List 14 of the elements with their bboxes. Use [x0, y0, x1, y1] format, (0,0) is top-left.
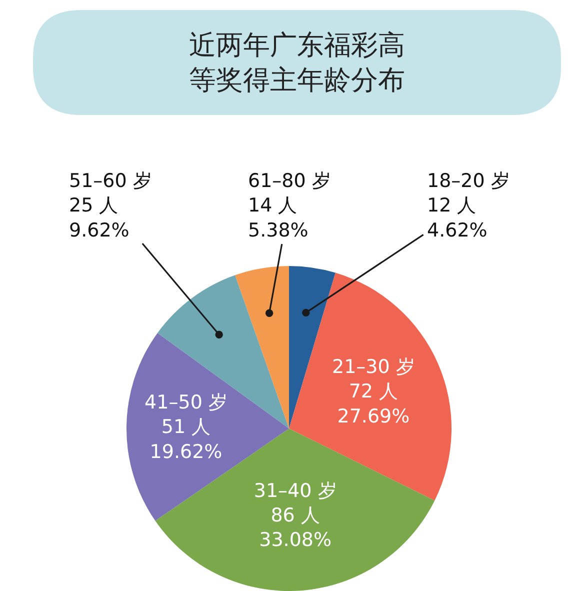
slice-label: 41–50 岁: [144, 392, 228, 414]
data-label: 86 人 33.08%: [259, 504, 332, 552]
data-label: 25 人 9.62%: [69, 194, 130, 242]
data-label: 72 人 27.69%: [337, 380, 410, 428]
slice-label: 51–60 岁: [69, 170, 152, 192]
pie-slice: [235, 266, 289, 428]
data-label: 51 人 19.62%: [150, 416, 222, 463]
slice-label: 21–30 岁: [332, 356, 415, 378]
slice-label: 31–40 岁: [254, 480, 337, 502]
slice-label: 18–20 岁: [427, 170, 510, 192]
chart-title: 近两年广东福彩高等奖得主年龄分布: [189, 30, 405, 96]
slice-label: 61–80 岁: [248, 170, 331, 192]
data-label: 14 人 5.38%: [248, 194, 308, 242]
data-label: 12 人 4.62%: [427, 194, 488, 242]
